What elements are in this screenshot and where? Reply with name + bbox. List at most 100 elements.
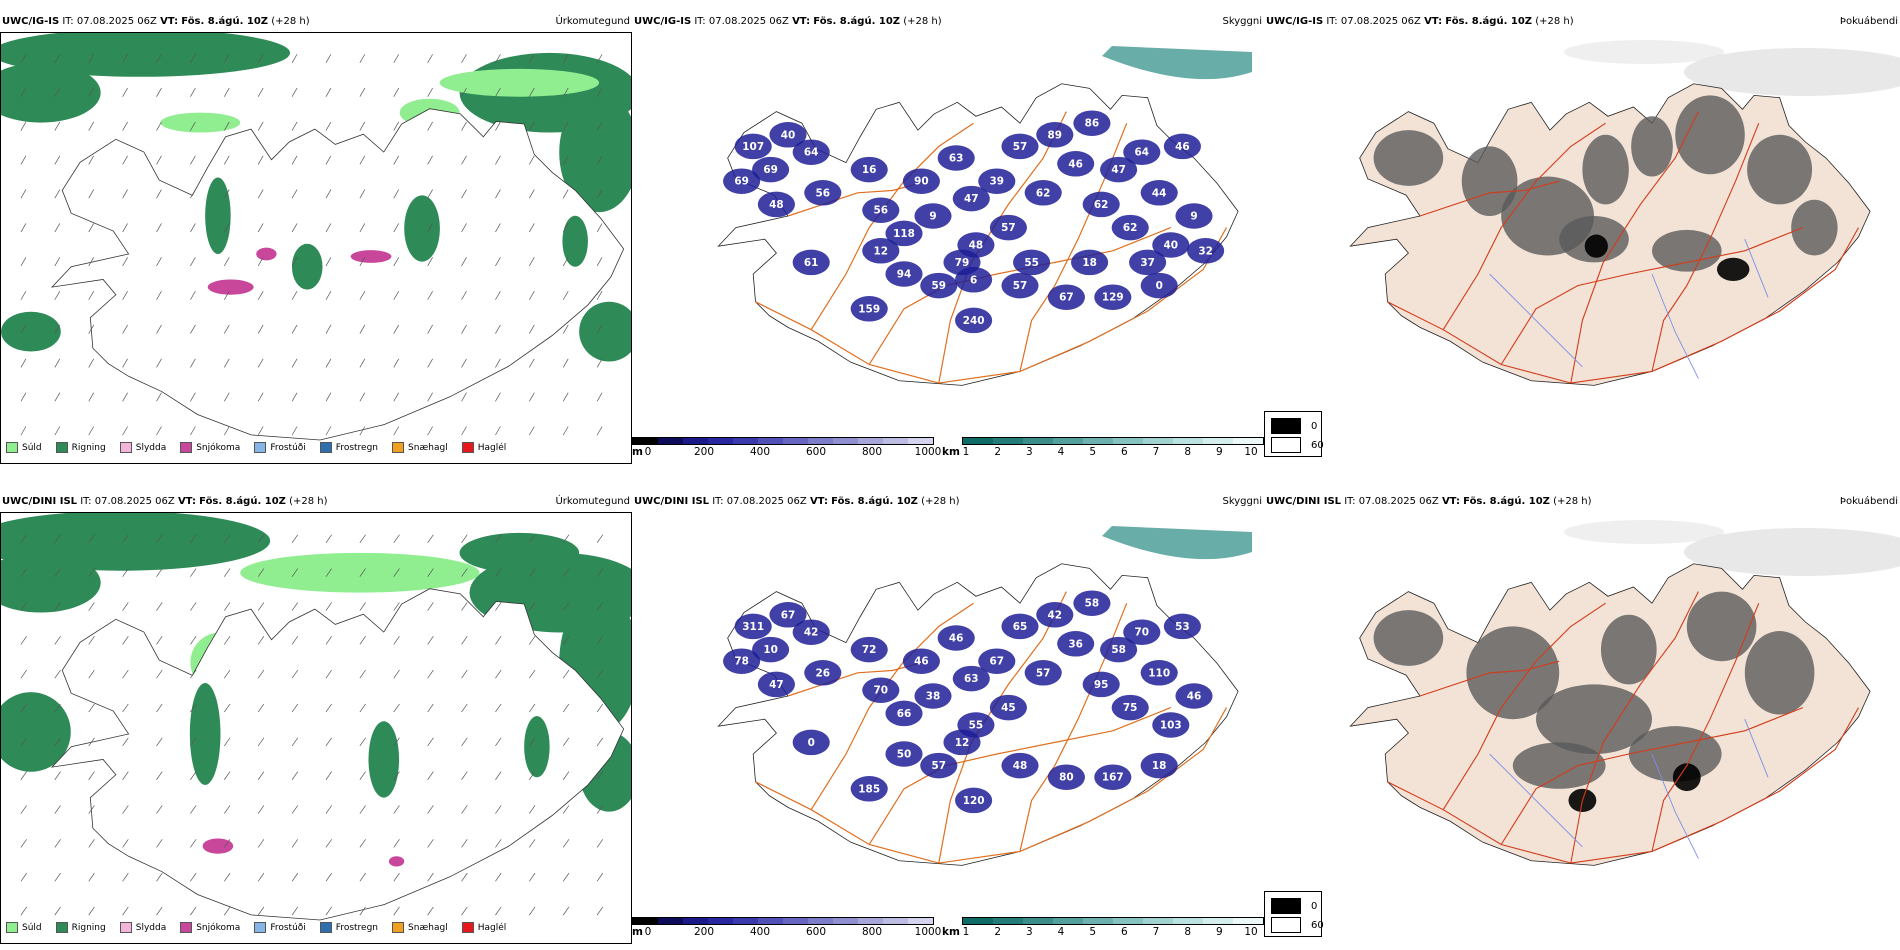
cloud-base-label: 32 [1198,245,1213,257]
wind-barb [20,155,27,165]
wind-barb [359,358,366,368]
wind-barb [122,392,128,402]
colorbar-segment [633,918,658,924]
model-name: UWC/IG-IS [2,16,60,27]
rain-area [524,716,550,778]
colorbar-tick: 1000 [914,446,942,458]
low-cloud-area [937,625,975,651]
wind-barb [495,257,501,267]
wind-barb [325,602,332,611]
valid-time: Fös. 8.ágú. 10Z [1445,16,1533,27]
precip-map[interactable] [0,32,632,464]
cloud-base-label: 46 [914,656,929,668]
wind-barb [325,703,332,713]
wind-barb [596,602,604,611]
wind-barb [596,358,603,368]
iceland-group: 311 10 67 42 78 47 26 72 70 66 46 38 46 63 55 67 45 65 57 4… [718,564,1238,866]
low-cloud-area [757,191,795,218]
visibility-map[interactable]: 107 69 40 64 69 48 56 16 56 118 90 9 63 47 48 39 57 57 62 8… [632,32,1264,432]
snow-area [207,279,254,295]
wind-barb [529,155,535,165]
cloud-base-label: 26 [816,667,831,679]
wind-barb [461,703,468,713]
wind-barb [122,906,129,916]
wind-barb [359,906,366,916]
colorbar-tick: 3 [1025,446,1033,458]
fog-map[interactable] [1264,512,1900,912]
wind-barb [257,426,264,436]
wind-barb [359,839,366,848]
low-cloud-area [1123,139,1161,165]
legend-swatch [180,442,193,453]
wind-barb [359,290,366,300]
wind-barb [291,602,299,611]
colorbar-tick: 10 [1244,926,1258,938]
low-cloud-area [1073,590,1111,616]
cloud-base-label: 90 [914,176,929,188]
lead-time: (+28 h) [921,496,960,507]
cloud-base-label: 47 [769,679,784,691]
init-time: 07.08.2025 06Z [1358,496,1439,507]
wind-barb [495,324,501,334]
colorbar-tick: 6 [1120,926,1128,938]
model-name: UWC/DINI ISL [634,496,710,507]
precip-legend: Súld Rigning Slydda Snjókoma Frostúði Frostre… [6,922,506,933]
legend-item: Snæhagl [392,922,448,933]
low-cloud-area [978,648,1016,674]
legend-swatch [392,442,405,453]
wind-barb [20,426,27,436]
colorbar-segment [1083,438,1113,444]
low-cloud-area [792,729,830,756]
fog-field [1564,520,1724,544]
low-cloud-area [885,741,923,767]
low-cloud-area [955,307,993,334]
wind-barb [291,426,298,436]
wind-barb [54,54,61,64]
lead-time: (+28 h) [1553,496,1592,507]
cloud-base-label: 46 [1187,690,1202,702]
fog-swatch-0 [1271,898,1301,914]
wind-barb [562,290,569,300]
wind-barb [596,906,604,916]
wind-barb [190,324,196,334]
colorbar-segment [1143,918,1173,924]
wind-barb [122,290,128,300]
wind-barb [562,87,569,97]
wind-barb [190,290,196,300]
precip-map[interactable] [0,512,632,944]
low-cloud-area [792,139,830,165]
wind-barb [359,737,366,747]
visibility-colorbar: km 1 2 3 4 5 6 7 8 9 10 [942,917,1264,939]
visibility-map[interactable]: 311 10 67 42 78 47 26 72 70 66 46 38 46 63 55 67 45 65 57 4… [632,512,1264,912]
wind-barb [190,906,197,916]
wind-barb [529,426,535,436]
wind-barb [190,257,196,267]
wind-barb [54,906,61,916]
wind-barb [427,636,434,645]
panel-header: UWC/IG-IS IT: 07.08.2025 06Z VT: Fös. 8.… [2,16,630,27]
wind-barb [20,121,27,131]
wind-barb [20,568,27,577]
low-visibility-sea [1102,526,1252,560]
river-line [1652,274,1698,378]
wind-barb [54,534,61,544]
road-line [1571,592,1699,863]
legend-item: Frostúði [254,442,306,453]
wind-barb [224,839,231,848]
wind-barb [190,121,196,131]
wind-barb [224,805,231,814]
fog-map[interactable] [1264,32,1900,432]
wind-barb [88,602,95,611]
wind-barb [54,636,61,645]
cloud-base-label: 62 [1094,199,1109,211]
visibility-map-svg: 311 10 67 42 78 47 26 72 70 66 46 38 46 63 55 67 45 65 57 4… [632,512,1264,912]
low-cloud-area [914,203,952,229]
legend-label: Frostúði [270,922,306,933]
rain-area [291,243,323,290]
wind-barb [562,872,570,882]
wind-barb [529,257,535,267]
wind-barb [190,426,196,436]
cloud-base-label: 0 [1156,280,1163,292]
legend-item: Snjókoma [180,922,240,933]
fog-swatch-60 [1271,437,1301,453]
